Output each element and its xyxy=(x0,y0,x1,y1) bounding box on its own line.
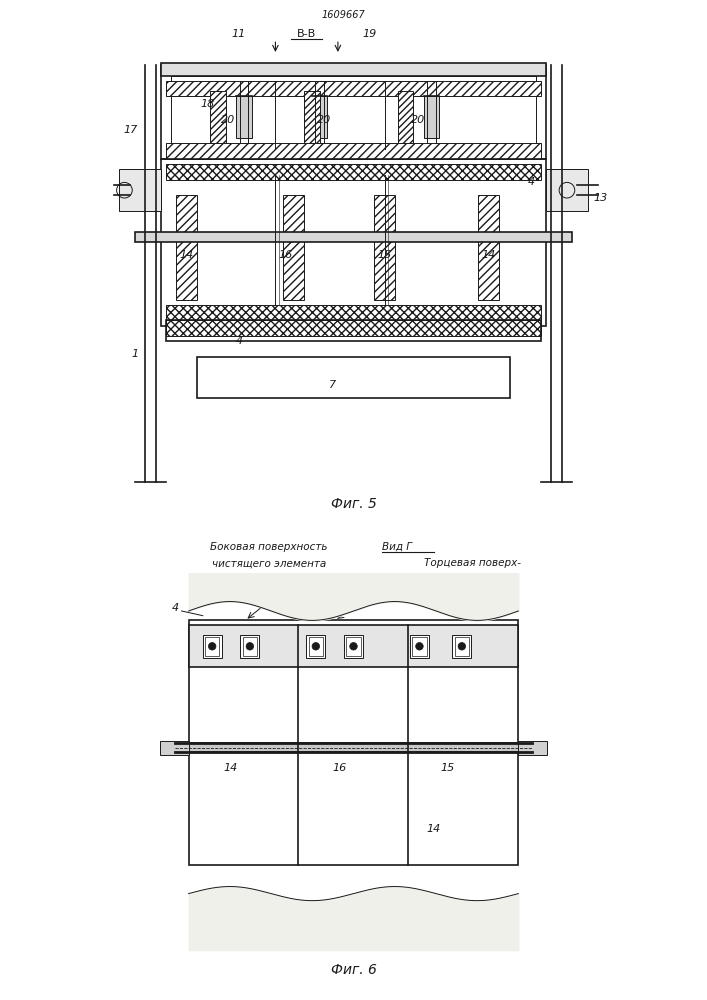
Text: 17: 17 xyxy=(123,125,137,135)
Bar xyxy=(203,635,221,658)
Circle shape xyxy=(350,643,357,650)
Bar xyxy=(374,195,395,300)
Text: 4: 4 xyxy=(172,603,179,613)
Text: Фиг. 6: Фиг. 6 xyxy=(331,963,376,977)
Circle shape xyxy=(246,643,254,650)
Bar xyxy=(210,91,226,143)
Text: 13: 13 xyxy=(593,193,607,203)
Text: Торцевая поверх-: Торцевая поверх- xyxy=(424,558,521,568)
Bar xyxy=(166,81,541,96)
Text: 20: 20 xyxy=(221,115,235,125)
Text: 15: 15 xyxy=(440,763,455,773)
Text: 18: 18 xyxy=(201,99,215,109)
Bar xyxy=(161,63,546,76)
Bar xyxy=(455,637,469,656)
Text: 19: 19 xyxy=(362,29,376,39)
Text: 20: 20 xyxy=(361,594,375,604)
Bar xyxy=(236,96,252,138)
Bar xyxy=(518,741,547,755)
Bar xyxy=(160,741,189,755)
Text: В-В: В-В xyxy=(297,29,316,39)
Text: 16: 16 xyxy=(279,250,293,260)
Bar xyxy=(546,169,588,211)
Bar xyxy=(306,635,325,658)
Bar xyxy=(166,320,541,336)
Text: чистящего элемента: чистящего элемента xyxy=(211,558,326,568)
Text: Боковая поверхность: Боковая поверхность xyxy=(210,542,327,552)
Bar xyxy=(240,635,259,658)
Text: Фиг. 5: Фиг. 5 xyxy=(331,497,376,511)
Text: 4: 4 xyxy=(528,177,535,187)
Circle shape xyxy=(458,643,466,650)
Bar xyxy=(284,195,304,300)
Text: 1: 1 xyxy=(132,349,139,359)
Bar xyxy=(161,159,546,326)
Text: 7: 7 xyxy=(329,380,337,390)
Text: 20: 20 xyxy=(411,115,425,125)
Text: 21: 21 xyxy=(267,594,281,604)
Bar xyxy=(166,143,541,159)
Bar xyxy=(166,305,541,320)
Bar xyxy=(346,637,361,656)
Text: Вид Г: Вид Г xyxy=(382,542,411,552)
Bar xyxy=(119,169,161,211)
Circle shape xyxy=(416,643,423,650)
Bar xyxy=(344,635,363,658)
Bar xyxy=(177,195,197,300)
Bar xyxy=(189,620,518,865)
Bar xyxy=(412,637,426,656)
Text: 16: 16 xyxy=(332,763,346,773)
Bar xyxy=(423,96,440,138)
Text: элемента: элемента xyxy=(424,591,477,601)
Bar xyxy=(161,65,546,159)
Text: 15: 15 xyxy=(378,250,392,260)
Bar xyxy=(135,232,572,242)
Bar xyxy=(171,76,536,149)
Text: 4: 4 xyxy=(235,336,243,346)
Text: 14: 14 xyxy=(224,763,238,773)
Bar xyxy=(398,91,414,143)
Text: 11: 11 xyxy=(232,29,246,39)
Text: 20: 20 xyxy=(317,115,332,125)
Bar xyxy=(312,96,327,138)
Text: 14: 14 xyxy=(481,250,496,260)
Bar xyxy=(309,637,323,656)
Bar xyxy=(243,637,257,656)
Bar xyxy=(205,637,219,656)
Text: 14: 14 xyxy=(180,250,194,260)
Circle shape xyxy=(312,643,320,650)
Bar xyxy=(189,625,518,667)
Bar xyxy=(304,91,320,143)
Bar xyxy=(452,635,472,658)
Text: ность чистящего: ность чистящего xyxy=(424,575,518,585)
Bar xyxy=(166,164,541,180)
Bar xyxy=(166,320,541,341)
Bar xyxy=(410,635,429,658)
Text: 1609667: 1609667 xyxy=(321,10,365,20)
Bar xyxy=(197,357,510,398)
Bar xyxy=(175,743,532,752)
Text: 14: 14 xyxy=(426,824,440,834)
Circle shape xyxy=(209,643,216,650)
Bar xyxy=(479,195,499,300)
